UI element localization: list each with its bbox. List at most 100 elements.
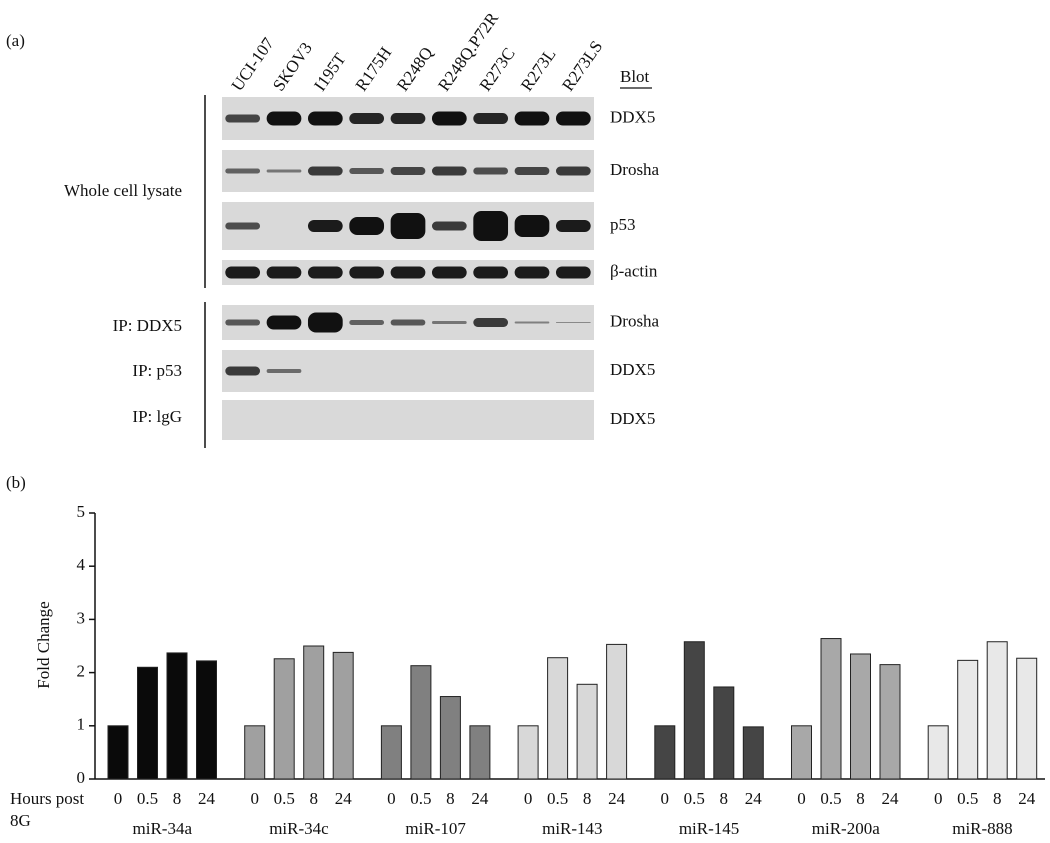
band	[390, 113, 426, 124]
x-tick-label: 8	[856, 789, 865, 808]
x-tick-label: 24	[745, 789, 763, 808]
band	[431, 166, 467, 176]
row-group: IP: DDX5	[113, 316, 182, 335]
bar	[517, 725, 539, 780]
x-tick-label: 8	[309, 789, 318, 808]
row-group: Whole cell lysate	[64, 181, 182, 200]
y-tick-label: 4	[77, 555, 86, 574]
lane-label: R273C	[476, 44, 519, 94]
band	[307, 266, 343, 279]
x-tick-label: 0.5	[820, 789, 841, 808]
bar	[332, 651, 354, 780]
band	[514, 266, 550, 279]
blot-name: DDX5	[610, 107, 655, 126]
blot-name: Drosha	[610, 311, 660, 330]
x-tick-label: 24	[335, 789, 353, 808]
blot-name: DDX5	[610, 409, 655, 428]
bar	[439, 696, 461, 780]
group-label: miR-34a	[133, 819, 193, 838]
x-axis-label: Hours post	[10, 789, 84, 808]
band	[473, 167, 509, 175]
band	[431, 111, 467, 126]
bar	[654, 725, 676, 780]
blot-name: Drosha	[610, 160, 660, 179]
bar	[576, 683, 598, 780]
y-tick-label: 2	[77, 662, 86, 681]
x-tick-label: 24	[882, 789, 900, 808]
x-tick-label: 24	[1018, 789, 1036, 808]
x-tick-label: 8	[993, 789, 1002, 808]
x-tick-label: 0	[250, 789, 259, 808]
band	[266, 111, 302, 126]
group-label: miR-888	[952, 819, 1012, 838]
band	[514, 167, 550, 175]
group-label: miR-34c	[269, 819, 329, 838]
x-tick-label: 24	[198, 789, 216, 808]
bar	[137, 666, 158, 780]
band	[514, 111, 550, 126]
band	[473, 318, 509, 327]
band	[225, 319, 261, 326]
x-tick-label: 0	[797, 789, 806, 808]
band	[431, 321, 467, 324]
bar	[196, 660, 217, 780]
x-tick-label: 8	[583, 789, 592, 808]
band	[473, 266, 509, 279]
band	[349, 266, 385, 279]
bar	[1016, 657, 1038, 780]
band	[225, 222, 261, 230]
bar	[879, 664, 901, 780]
x-tick-label: 0	[934, 789, 943, 808]
blot-strip	[222, 400, 594, 440]
bar	[107, 725, 129, 780]
bar	[606, 643, 628, 780]
y-axis-label: Fold Change	[34, 601, 53, 688]
x-tick-label: 24	[471, 789, 489, 808]
x-tick-label: 8	[173, 789, 182, 808]
lane-label: R273LS	[558, 37, 606, 94]
y-tick-label: 3	[77, 608, 86, 627]
band	[225, 114, 261, 123]
y-tick-label: 0	[77, 768, 86, 787]
band	[266, 315, 302, 330]
band	[390, 319, 426, 326]
group-label: miR-107	[405, 819, 466, 838]
bar	[410, 665, 432, 780]
x-axis-label: 8G	[10, 811, 31, 830]
band	[390, 266, 426, 279]
bar	[820, 638, 842, 780]
y-tick-label: 5	[77, 502, 86, 521]
band	[390, 213, 426, 239]
group-label: miR-200a	[812, 819, 880, 838]
blot-header: Blot	[620, 67, 650, 86]
panel-label: (b)	[6, 473, 26, 492]
band	[349, 168, 385, 174]
x-tick-label: 0.5	[957, 789, 978, 808]
band	[266, 369, 302, 373]
x-tick-label: 0.5	[410, 789, 431, 808]
x-tick-label: 0	[661, 789, 670, 808]
lane-label: R248Q	[393, 43, 437, 94]
x-tick-label: 0.5	[547, 789, 568, 808]
band	[307, 312, 343, 333]
panel-label: (a)	[6, 31, 25, 50]
x-tick-label: 0	[387, 789, 396, 808]
band	[555, 166, 591, 176]
band	[514, 321, 550, 324]
lane-label: R175H	[352, 43, 396, 94]
band	[390, 167, 426, 175]
blot-name: p53	[610, 215, 636, 234]
x-tick-label: 8	[720, 789, 729, 808]
x-tick-label: 24	[608, 789, 626, 808]
group-label: miR-145	[679, 819, 739, 838]
bar	[986, 641, 1008, 780]
band	[349, 217, 385, 235]
group-label: miR-143	[542, 819, 602, 838]
band	[307, 166, 343, 176]
band	[555, 266, 591, 279]
bar	[303, 645, 325, 780]
row-group: IP: lgG	[132, 407, 182, 426]
band	[473, 113, 509, 124]
band	[225, 168, 261, 174]
x-tick-label: 0.5	[137, 789, 158, 808]
